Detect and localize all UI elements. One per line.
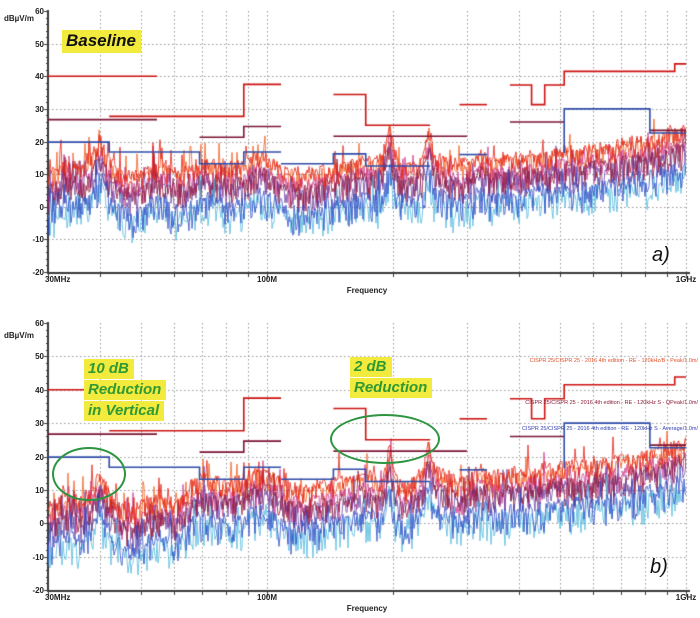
x-tick-label: 30MHz — [45, 275, 71, 284]
x-tick-label: 30MHz — [45, 593, 71, 602]
y-tick-label: 50 — [35, 40, 44, 49]
2db-reduction-annotation: 2 dB Reduction — [350, 357, 433, 399]
x-axis-label-b: Frequency — [346, 604, 388, 613]
annotation-line: in Vertical — [84, 401, 165, 421]
y-tick-label: 10 — [35, 486, 44, 495]
y-tick-label: 30 — [35, 419, 44, 428]
y-axis-unit-label-a: dBµV/m — [4, 14, 34, 23]
legend-quasipeak-limit: CISPR 25/CISPR 25 - 2016 4th edition - R… — [525, 400, 698, 406]
annotation-line: Reduction — [84, 380, 167, 400]
panel-label-a: a) — [652, 244, 670, 266]
y-tick-label: -10 — [32, 553, 44, 562]
baseline-annotation-text: Baseline — [62, 30, 141, 53]
y-tick-label: 60 — [35, 319, 44, 328]
x-tick-label: 1GHz — [675, 275, 697, 284]
y-tick-label: 40 — [35, 386, 44, 395]
y-tick-label: 30 — [35, 105, 44, 114]
y-axis-unit-label-b: dBµV/m — [4, 331, 34, 340]
vertical-reduction-ellipse — [52, 446, 127, 501]
x-axis-label-a: Frequency — [346, 286, 388, 295]
x-tick-label: 100M — [257, 275, 278, 284]
x-tick-label: 100M — [257, 593, 278, 602]
baseline-annotation: Baseline — [62, 30, 141, 54]
2db-reduction-ellipse — [329, 413, 440, 464]
y-tick-label: 0 — [39, 519, 44, 528]
y-tick-label: 50 — [35, 352, 44, 361]
panel-label-b: b) — [650, 556, 668, 578]
annotation-line: Reduction — [350, 378, 433, 398]
y-tick-label: -20 — [32, 268, 44, 277]
legend-peak-limit: CISPR 25/CISPR 25 - 2016 4th edition - R… — [529, 358, 698, 364]
y-tick-label: 0 — [39, 203, 44, 212]
y-tick-label: 20 — [35, 138, 44, 147]
x-tick-label: 1GHz — [675, 593, 697, 602]
legend-average-limit: CISPR 25/CISPR 25 - 2016 4th edition - R… — [522, 426, 698, 432]
vertical-reduction-annotation: 10 dB Reduction in Vertical — [84, 359, 167, 422]
annotation-line: 2 dB — [350, 357, 392, 377]
y-tick-label: 10 — [35, 170, 44, 179]
y-tick-label: 20 — [35, 453, 44, 462]
y-tick-label: 60 — [35, 7, 44, 16]
y-tick-label: -20 — [32, 586, 44, 595]
annotation-line: 10 dB — [84, 359, 134, 379]
y-tick-label: -10 — [32, 235, 44, 244]
y-tick-label: 40 — [35, 72, 44, 81]
